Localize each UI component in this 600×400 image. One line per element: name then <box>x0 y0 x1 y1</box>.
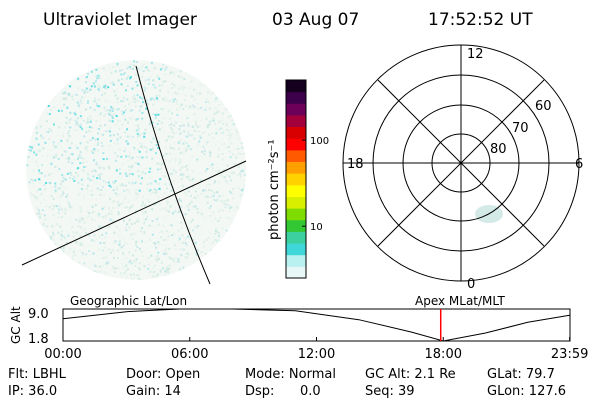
mlt-label-18: 18 <box>347 157 364 172</box>
colorbar-band <box>286 184 306 197</box>
colorbar-tick-label: 10 <box>310 222 323 233</box>
status-gc-alt: GC Alt: 2.1 Re <box>365 367 456 382</box>
colorbar-tick-label: 100 <box>310 136 329 147</box>
timeline-x-tick-label: 12:00 <box>298 347 335 362</box>
terminator-arc <box>135 65 211 285</box>
status-panel: Flt: LBHL IP: 36.0 Door: Open Gain: 14 M… <box>8 367 566 399</box>
status-filter: Flt: LBHL <box>8 367 67 382</box>
orbit-timeline: Geographic Lat/Lon Apex MLat/MLT GC Alt … <box>9 294 588 362</box>
colorbar: 100 10 photon cm⁻²s⁻¹ <box>267 79 329 279</box>
status-dsp: Dsp: <box>245 384 274 399</box>
polar-grid: 12 6 0 18 60 70 80 <box>342 44 583 292</box>
timeline-x-ticks: 00:00 06:00 12:00 18:00 23:59 <box>44 337 588 362</box>
colorbar-band <box>286 103 306 116</box>
mlt-label-12: 12 <box>467 47 484 62</box>
colorbar-band <box>286 243 306 256</box>
colorbar-band <box>286 114 306 128</box>
date-label: 03 Aug 07 <box>272 10 359 30</box>
colorbar-band <box>286 231 306 244</box>
mlt-label-0: 0 <box>467 277 475 292</box>
timeline-y-label: GC Alt <box>9 306 23 344</box>
colorbar-band <box>286 196 306 209</box>
timeline-x-tick-label: 00:00 <box>44 347 81 362</box>
geographic-grid <box>21 65 247 285</box>
colorbar-band <box>286 126 306 139</box>
timeline-right-title: Apex MLat/MLT <box>415 294 505 308</box>
colorbar-band <box>286 80 306 93</box>
timeline-x-tick-label: 18:00 <box>425 347 462 362</box>
timeline-x-tick-label: 23:59 <box>551 347 588 362</box>
mlt-label-6: 6 <box>575 157 583 172</box>
status-glon: GLon: 127.6 <box>487 384 566 399</box>
colorbar-band <box>286 219 306 232</box>
colorbar-band <box>286 208 306 221</box>
colorbar-bands <box>286 80 306 279</box>
status-seq: Seq: 39 <box>365 384 415 399</box>
timeline-left-title: Geographic Lat/Lon <box>70 294 187 308</box>
lat-lon-line <box>21 160 247 266</box>
colorbar-band <box>286 173 306 186</box>
colorbar-ticks: 100 10 <box>302 136 329 233</box>
status-ip: IP: 36.0 <box>8 384 57 399</box>
status-mode: Mode: Normal <box>245 367 336 382</box>
colorbar-band <box>286 266 306 279</box>
mlat-label-60: 60 <box>535 99 552 114</box>
colorbar-unit-label: photon cm⁻²s⁻¹ <box>267 139 282 240</box>
colorbar-band <box>286 138 306 151</box>
orbit-altitude-curve <box>62 308 570 342</box>
mlat-label-80: 80 <box>490 142 507 157</box>
status-gain: Gain: 14 <box>126 384 181 399</box>
geographic-image <box>26 60 246 280</box>
status-glat: GLat: 79.7 <box>487 367 555 382</box>
colorbar-band <box>286 149 306 163</box>
timeline-y-tick-low: 1.8 <box>28 332 49 347</box>
status-door: Door: Open <box>126 367 200 382</box>
geographic-emission-pixels <box>26 60 246 280</box>
instrument-title: Ultraviolet Imager <box>43 10 197 30</box>
colorbar-band <box>286 254 306 267</box>
timeline-y-tick-high: 9.0 <box>28 307 49 322</box>
time-label: 17:52:52 UT <box>428 10 533 30</box>
mlat-label-70: 70 <box>512 121 529 136</box>
timeline-x-tick-label: 06:00 <box>171 347 208 362</box>
status-dsp-value: 0.0 <box>300 384 321 399</box>
colorbar-band <box>286 161 306 174</box>
colorbar-band <box>286 91 306 104</box>
